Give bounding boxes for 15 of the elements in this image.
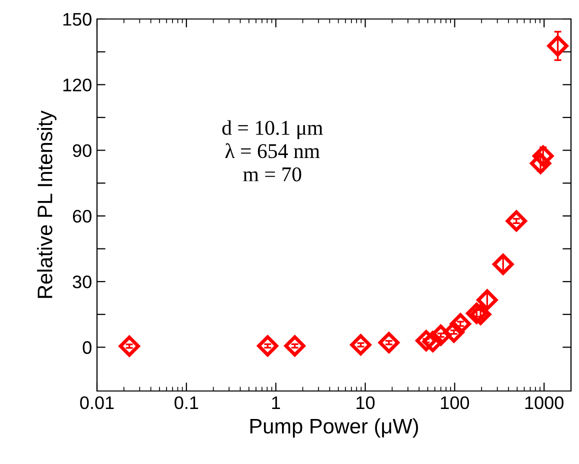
y-tick-label: 0	[82, 341, 92, 354]
x-axis-title: Pump Power (μW)	[250, 418, 418, 438]
x-tick-label: 1000	[525, 396, 564, 410]
y-axis-title: Relative PL Intensity	[37, 110, 56, 298]
y-tick-label: 150	[63, 12, 92, 26]
y-tick-label: 120	[63, 78, 92, 92]
x-tick-label: 1	[272, 396, 280, 409]
x-tick-label: 10	[356, 396, 375, 410]
x-tick-label: 0.1	[174, 396, 198, 410]
x-tick-label: 100	[440, 396, 470, 410]
x-tick-label: 0.01	[80, 396, 114, 410]
annotation: d = 10.1 μm λ = 654 nm m = 70	[222, 120, 323, 182]
y-tick-label: 90	[72, 144, 92, 158]
y-tick-label: 30	[72, 276, 92, 288]
y-tick-label: 60	[72, 210, 92, 223]
